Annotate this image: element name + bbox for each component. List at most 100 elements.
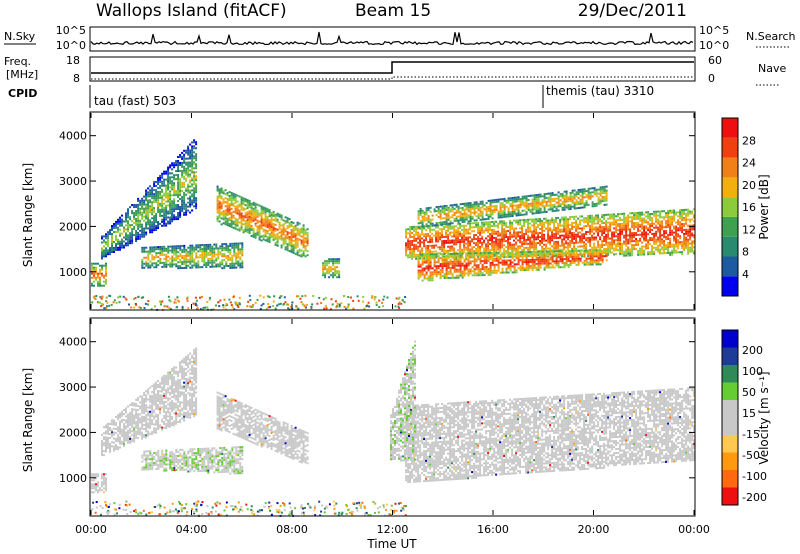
power-colorbar-tick-label: 16 — [742, 201, 756, 214]
power-region-6 — [417, 249, 608, 282]
velocity-colorbar-label: Velocity [m s⁻¹] — [757, 371, 771, 464]
velocity-ytick-label: 4000 — [59, 336, 87, 349]
power-colorbar-swatch — [722, 137, 738, 158]
power-colorbar-swatches — [722, 118, 738, 296]
x-tick-label: 00:00 — [678, 523, 710, 536]
beam-title: Beam 15 — [355, 1, 431, 21]
noise-left-tick-bottom: 10^0 — [56, 39, 86, 52]
power-panel: 4000 3000 2000 1000 Slant Range [km] — [21, 111, 696, 311]
noise-right-label: N.Search — [746, 30, 796, 43]
velocity-panel: 4000 3000 2000 1000 Slant Range [km] — [21, 317, 696, 517]
power-colorbar-swatch — [722, 118, 738, 138]
velocity-colorbar-swatch — [722, 435, 738, 453]
velocity-region-3 — [91, 473, 107, 494]
noise-left-label: N.Sky — [4, 30, 36, 43]
velocity-ytick-label: 3000 — [59, 381, 87, 394]
noise-sky-trace — [90, 31, 694, 46]
power-region-4 — [322, 258, 341, 279]
freq-label-line2: [MHz] — [6, 68, 38, 81]
x-tick-label: 00:00 — [75, 523, 107, 536]
velocity-colorbar-tick-label: 50 — [742, 386, 756, 399]
velocity-colorbar-tick-label: 15 — [742, 407, 756, 420]
velocity-colorbar-ticks: 200 100 50 15 -15 -50 -100 -200 — [742, 344, 767, 504]
nave-tick-top: 60 — [708, 54, 722, 67]
time-x-ticks: 00:00 04:00 08:00 12:00 16:00 20:00 00:00 — [75, 113, 710, 536]
velocity-colorbar-swatch — [722, 382, 738, 400]
power-panel-frame — [89, 111, 696, 311]
velocity-region-2 — [141, 446, 244, 475]
velocity-colorbar-swatch — [722, 452, 738, 470]
power-colorbar-swatch — [722, 157, 738, 178]
power-ytick-label: 3000 — [59, 175, 87, 188]
noise-left-tick-top: 10^5 — [56, 24, 86, 37]
velocity-region-4 — [405, 387, 696, 484]
velocity-ytick-label: 2000 — [59, 426, 87, 439]
power-region-5 — [405, 208, 696, 260]
power-ytick-label: 4000 — [59, 130, 87, 143]
freq-tick-bottom: 8 — [73, 72, 80, 85]
velocity-ylabel: Slant Range [km] — [21, 368, 35, 472]
x-tick-label: 12:00 — [377, 523, 409, 536]
velocity-near-range-speckle — [91, 500, 407, 517]
velocity-region-1 — [216, 391, 309, 465]
noise-panel-frame — [89, 26, 696, 52]
power-colorbar-tick-label: 4 — [742, 268, 749, 281]
power-colorbar-tick-label: 20 — [742, 179, 756, 192]
x-tick-label: 16:00 — [477, 523, 509, 536]
power-colorbar-swatch — [722, 197, 738, 217]
cpid-segment-2: themis (tau) 3310 — [546, 84, 654, 98]
power-region-2 — [141, 242, 244, 270]
velocity-colorbar-tick-label: -100 — [742, 470, 767, 483]
velocity-region-0 — [101, 347, 198, 457]
velocity-colorbar-swatch — [722, 330, 738, 348]
station-title: Wallops Island (fitACF) — [96, 1, 287, 21]
frequency-panel-frame — [89, 56, 696, 82]
velocity-colorbar-frame — [721, 329, 739, 506]
frequency-trace — [91, 61, 694, 74]
velocity-colorbar-swatch — [722, 365, 738, 383]
power-ytick-label: 2000 — [59, 220, 87, 233]
power-colorbar-frame — [721, 117, 739, 297]
time-xlabel: Time UT — [366, 537, 417, 551]
nave-label: Nave — [758, 62, 786, 75]
noise-right-tick-bottom: 10^0 — [699, 39, 729, 52]
power-y-ticks: 4000 3000 2000 1000 — [59, 130, 695, 279]
power-colorbar-tick-label: 12 — [742, 223, 756, 236]
power-colorbar-swatch — [722, 236, 738, 257]
velocity-colorbar-swatch — [722, 487, 738, 505]
velocity-colorbar-swatch — [722, 417, 738, 435]
power-colorbar-tick-label: 8 — [742, 246, 749, 259]
cpid-label: CPID — [8, 87, 37, 100]
date-title: 29/Dec/2011 — [578, 1, 687, 21]
power-colorbar-ticks: 28 24 20 16 12 8 4 — [742, 134, 756, 281]
power-colorbar-tick-label: 28 — [742, 134, 756, 147]
velocity-colorbar-tick-label: -50 — [742, 449, 760, 462]
power-colorbar-tick-label: 24 — [742, 157, 756, 170]
power-colorbar-swatch — [722, 276, 738, 296]
power-ylabel: Slant Range [km] — [21, 163, 35, 267]
power-region-7 — [417, 185, 608, 229]
power-colorbar-swatch — [722, 177, 738, 198]
power-region-0 — [101, 139, 198, 260]
power-colorbar-swatch — [722, 256, 738, 277]
power-colorbar: 28 24 20 16 12 8 4 Power [dB] — [721, 117, 771, 297]
cpid-panel: CPID tau (fast) 503 themis (tau) 3310 — [8, 84, 654, 108]
velocity-colorbar: 200 100 50 15 -15 -50 -100 -200 Velocity [m s⁻¹… — [721, 329, 771, 506]
power-region-1 — [216, 185, 309, 258]
x-tick-label: 20:00 — [578, 523, 610, 536]
velocity-y-ticks: 4000 3000 2000 1000 — [59, 336, 695, 485]
velocity-colorbar-swatch — [722, 470, 738, 488]
velocity-panel-frame — [89, 317, 696, 517]
x-tick-label: 08:00 — [276, 523, 308, 536]
nave-trace — [91, 76, 694, 80]
power-ytick-label: 1000 — [59, 266, 87, 279]
freq-tick-top: 18 — [66, 54, 80, 67]
velocity-data-layer — [91, 340, 696, 517]
cpid-segment-1: tau (fast) 503 — [94, 94, 176, 108]
noise-panel: N.Sky 10^5 10^0 10^5 10^0 N.Search — [4, 24, 796, 52]
power-data-layer — [91, 139, 696, 311]
velocity-colorbar-tick-label: -15 — [742, 428, 760, 441]
velocity-colorbar-tick-label: 200 — [742, 344, 763, 357]
power-colorbar-label: Power [dB] — [757, 174, 771, 239]
